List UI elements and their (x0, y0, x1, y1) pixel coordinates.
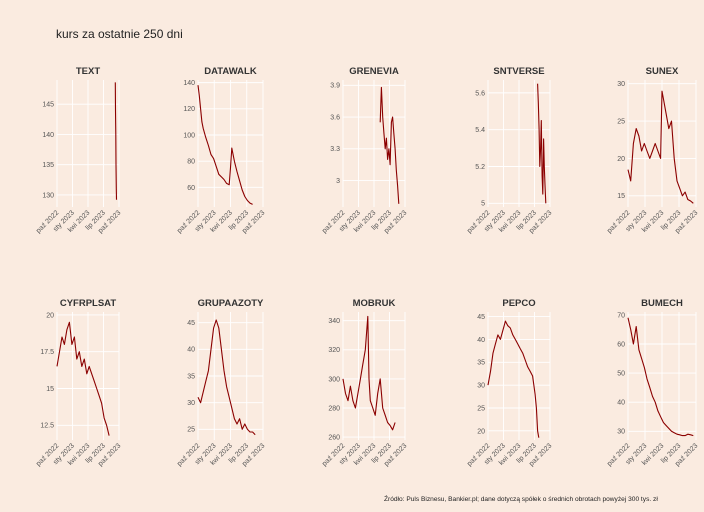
panel-title: TEXT (76, 66, 100, 77)
panel-title: CYFRPLSAT (60, 298, 116, 309)
y-tick-label: 145 (42, 102, 54, 109)
y-tick-label: 320 (328, 347, 340, 354)
y-tick-label: 5.6 (475, 90, 485, 97)
y-tick-label: 30 (187, 400, 195, 407)
y-tick-label: 35 (187, 373, 195, 380)
y-tick-label: 15 (46, 386, 54, 393)
panel-title: GRUPAAZOTY (198, 298, 264, 309)
y-tick-label: 3.9 (330, 83, 340, 90)
y-tick-label: 140 (183, 80, 195, 87)
y-tick-label: 130 (42, 192, 54, 199)
y-tick-label: 20 (617, 156, 625, 163)
y-tick-label: 260 (328, 434, 340, 441)
y-tick-label: 3.6 (330, 114, 340, 121)
panel-title: SUNEX (646, 66, 679, 77)
price-line-sunex (627, 90, 694, 204)
price-line-sntverse (537, 83, 547, 204)
y-tick-label: 135 (42, 162, 54, 169)
y-tick-label: 45 (187, 320, 195, 327)
y-tick-label: 17.5 (40, 349, 54, 356)
y-tick-label: 15 (617, 193, 625, 200)
price-line-grupaazoty (197, 319, 256, 436)
y-tick-label: 30 (477, 383, 485, 390)
panel-title: BUMECH (641, 298, 683, 309)
y-tick-label: 60 (187, 185, 195, 192)
y-tick-label: 300 (328, 376, 340, 383)
panel-title: DATAWALK (204, 66, 257, 77)
y-tick-label: 20 (46, 312, 54, 319)
y-tick-label: 35 (477, 360, 485, 367)
panel-title: GRENEVIA (349, 66, 399, 77)
y-tick-label: 140 (42, 132, 54, 139)
y-tick-label: 25 (187, 427, 195, 434)
price-line-pepco (487, 320, 540, 438)
price-line-grenevia (379, 86, 400, 204)
y-tick-label: 60 (617, 341, 625, 348)
y-tick-label: 30 (617, 429, 625, 436)
price-line-cyfrplsat (56, 321, 110, 436)
panel-title: PEPCO (502, 298, 535, 309)
price-line-bumech (627, 317, 694, 437)
y-tick-label: 20 (477, 428, 485, 435)
y-tick-label: 70 (617, 312, 625, 319)
price-line-text (114, 82, 118, 200)
panel-title: SNTVERSE (493, 66, 544, 77)
y-tick-label: 100 (183, 132, 195, 139)
y-tick-label: 50 (617, 370, 625, 377)
y-tick-label: 80 (187, 159, 195, 166)
chart-caption: Źródło: Puls Biznesu, Bankier.pl; dane d… (384, 494, 658, 503)
y-tick-label: 280 (328, 405, 340, 412)
y-tick-label: 40 (477, 337, 485, 344)
y-tick-label: 340 (328, 318, 340, 325)
y-tick-label: 25 (477, 405, 485, 412)
chart-title: kurs za ostatnie 250 dni (56, 27, 183, 41)
y-tick-label: 5.2 (475, 164, 485, 171)
y-tick-label: 12.5 (40, 423, 54, 430)
panel-title: MOBRUK (353, 298, 396, 309)
y-tick-label: 40 (187, 347, 195, 354)
y-tick-label: 5 (481, 201, 485, 208)
y-tick-label: 3.3 (330, 146, 340, 153)
y-tick-label: 120 (183, 106, 195, 113)
price-line-mobruk (342, 315, 396, 431)
price-line-datawalk (197, 85, 253, 205)
y-tick-label: 5.4 (475, 127, 485, 134)
y-tick-label: 25 (617, 118, 625, 125)
y-tick-label: 45 (477, 314, 485, 321)
y-tick-label: 30 (617, 81, 625, 88)
y-tick-label: 40 (617, 400, 625, 407)
y-tick-label: 3 (336, 178, 340, 185)
